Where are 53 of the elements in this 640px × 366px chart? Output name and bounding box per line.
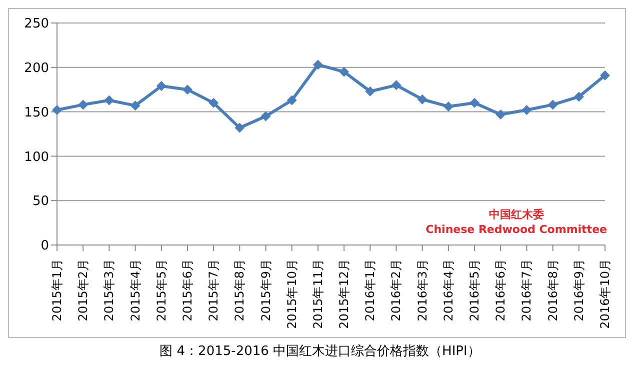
x-tick-label: 2015年7月 [206, 259, 221, 322]
x-tick-label: 2015年2月 [76, 259, 90, 322]
x-tick-label: 2015年6月 [180, 259, 194, 322]
y-tick-label: 100 [24, 150, 49, 165]
x-tick-label: 2016年10月 [598, 259, 612, 329]
annotation: Chinese Redwood Committee [426, 222, 607, 237]
point [234, 122, 245, 133]
point [522, 105, 532, 116]
x-tick-label: 2016年8月 [546, 259, 560, 322]
point [156, 81, 166, 92]
point [104, 95, 114, 106]
point [260, 111, 271, 122]
y-tick-label: 250 [24, 16, 49, 32]
point [496, 109, 506, 120]
point [78, 100, 88, 110]
point [208, 98, 219, 108]
y-tick-label: 150 [24, 105, 49, 120]
point [130, 100, 140, 111]
point [548, 100, 558, 110]
x-tick-label: 2015年12月 [337, 259, 352, 329]
point [417, 94, 428, 104]
point [286, 95, 297, 106]
x-tick-label: 2016年7月 [520, 259, 534, 322]
text: 图 4：2015-2016 中国红木进口综合价格指数（HIPI） [158, 343, 482, 360]
x-tick-label: 2016年1月 [363, 259, 378, 322]
annotation: 中国红木委 [488, 207, 545, 222]
point [574, 92, 584, 102]
y-tick-label: 50 [32, 194, 49, 210]
x-tick-label: 2016年2月 [389, 259, 404, 322]
x-tick-label: 2015年3月 [102, 259, 116, 322]
x-tick-label: 2016年4月 [441, 259, 456, 322]
x-tick-label: 2015年9月 [258, 259, 273, 322]
x-tick-label: 2015年8月 [232, 259, 247, 322]
point [443, 101, 454, 112]
point [52, 105, 62, 116]
point [600, 70, 610, 80]
x-tick-label: 2015年11月 [310, 259, 325, 329]
x-tick-label: 2016年3月 [415, 259, 430, 322]
x-tick-label: 2016年5月 [468, 259, 482, 322]
x-tick-label: 2015年5月 [154, 259, 168, 322]
point [391, 80, 402, 90]
y-tick-label: 0 [40, 238, 49, 254]
x-tick-label: 2015年10月 [284, 259, 299, 329]
x-tick-label: 2016年6月 [494, 259, 508, 322]
point [312, 60, 323, 70]
point [470, 98, 480, 108]
x-tick-label: 2016年9月 [572, 259, 586, 322]
point [365, 86, 376, 96]
x-tick-label: 2015年4月 [128, 259, 142, 322]
point [182, 84, 192, 95]
y-tick-label: 200 [24, 61, 49, 76]
point [339, 66, 350, 77]
x-tick-label: 2015年1月 [50, 259, 64, 322]
